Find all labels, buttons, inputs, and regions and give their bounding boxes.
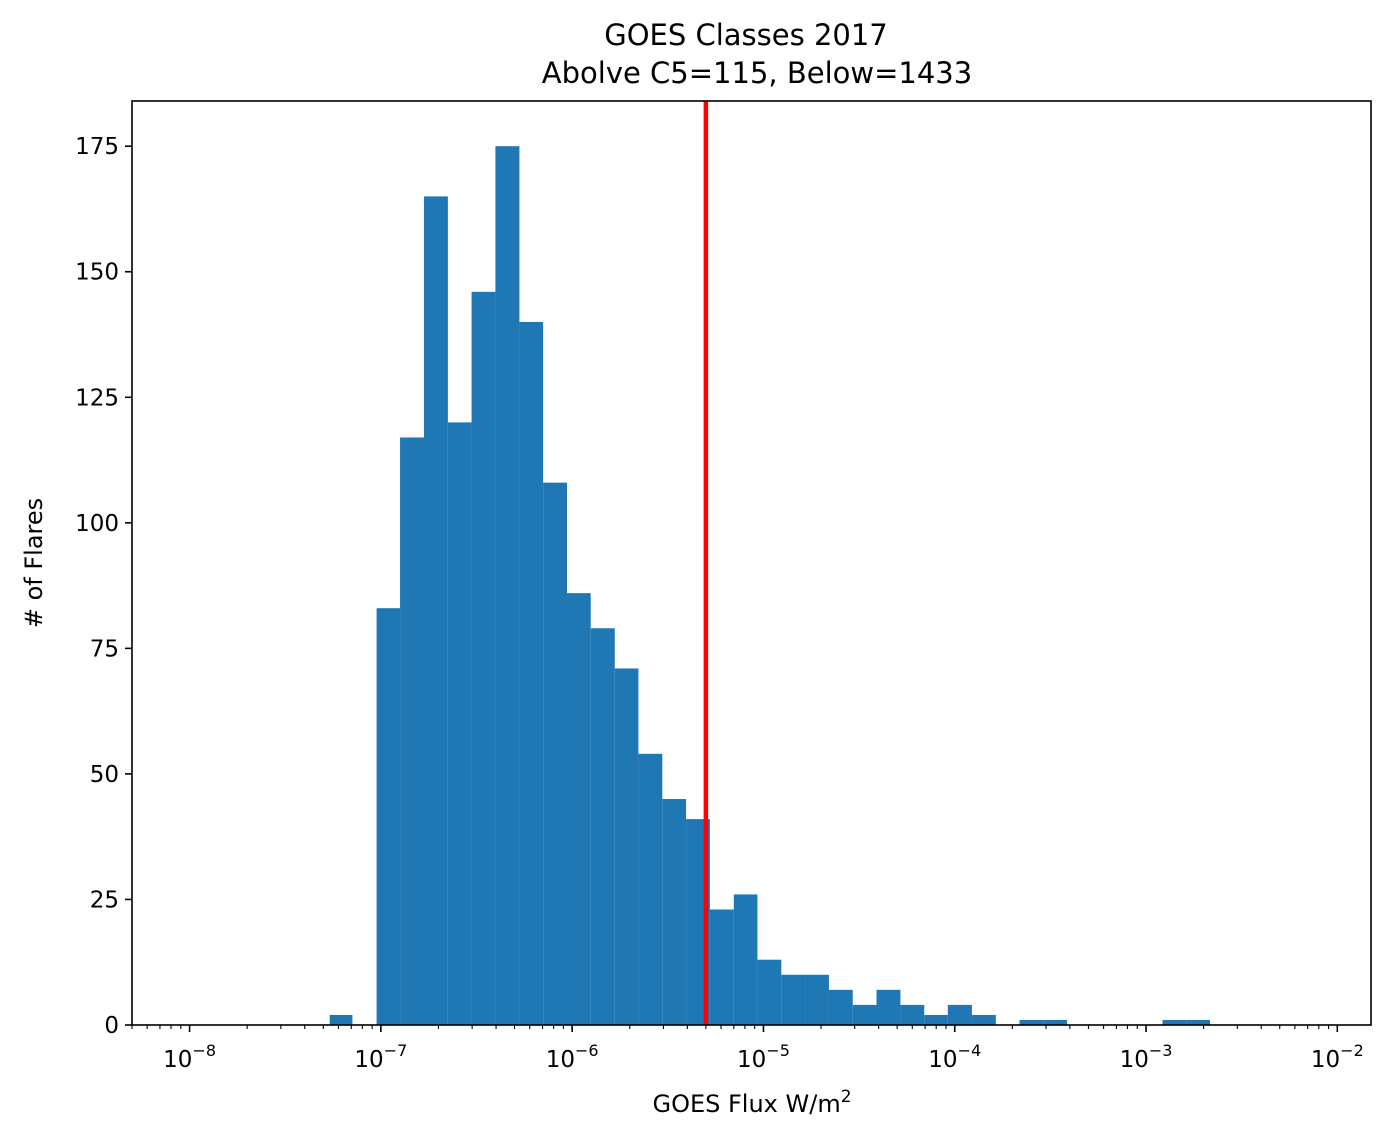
- histogram-bar: [567, 593, 591, 1025]
- histogram-bar: [614, 668, 639, 1025]
- histogram-bar: [900, 1004, 925, 1025]
- chart-subtitle: Abolve C5=115, Below=1433: [542, 56, 972, 90]
- histogram-bar: [709, 909, 734, 1025]
- histogram-bar: [423, 196, 448, 1025]
- histogram-bar: [805, 974, 829, 1025]
- histogram-bar: [924, 1014, 948, 1025]
- x-axis-label-superscript: 2: [841, 1087, 852, 1107]
- histogram-bar: [329, 1014, 353, 1025]
- y-tick-label: 150: [75, 260, 119, 286]
- y-tick-label: 100: [75, 511, 119, 537]
- x-tick-label: 10−6: [546, 1041, 599, 1073]
- histogram-bar: [971, 1014, 996, 1025]
- histogram-bar: [376, 608, 401, 1025]
- histogram-bar: [400, 437, 424, 1026]
- x-tick-label: 10−4: [928, 1041, 981, 1073]
- x-tick-label: 10−2: [1311, 1041, 1364, 1073]
- y-tick-label: 0: [104, 1013, 119, 1039]
- histogram-bar: [733, 894, 758, 1025]
- histogram-bar: [1043, 1019, 1067, 1025]
- histogram-bar: [638, 753, 663, 1025]
- y-tick-label: 75: [90, 636, 119, 662]
- x-axis-label: GOES Flux W/m2: [652, 1087, 851, 1118]
- histogram-bar: [1186, 1019, 1210, 1025]
- x-tick-label: 10−3: [1120, 1041, 1173, 1073]
- histogram-bar: [662, 799, 687, 1025]
- x-tick-label: 10−8: [163, 1041, 216, 1073]
- chart-title: GOES Classes 2017: [604, 18, 888, 52]
- histogram-bar: [543, 482, 568, 1025]
- histogram-bar: [947, 1004, 972, 1025]
- y-tick-label: 25: [90, 887, 119, 913]
- axes-frame: [131, 100, 1372, 1026]
- histogram-bar: [876, 989, 901, 1025]
- histogram-bar: [852, 1004, 877, 1025]
- x-tick-label: 10−7: [354, 1041, 407, 1073]
- histogram-bar: [471, 291, 496, 1026]
- histogram-bar: [828, 989, 853, 1025]
- histogram-bar: [495, 146, 520, 1025]
- y-tick-label: 50: [90, 762, 119, 788]
- plot-area: 0 25 50 75 100 125 150 175 10−8 10−7 10−6 10−5 10−4 1…: [75, 100, 1372, 1073]
- x-axis-label-text: GOES Flux W/m: [652, 1090, 840, 1118]
- histogram-bar: [781, 974, 806, 1025]
- y-tick-label: 125: [75, 385, 119, 411]
- histogram-bar: [1019, 1019, 1044, 1025]
- histogram-bar: [447, 422, 472, 1025]
- histogram-bar: [590, 628, 615, 1025]
- histogram-bar: [519, 321, 544, 1026]
- histogram-bar: [757, 959, 782, 1025]
- x-tick-label: 10−5: [737, 1041, 790, 1073]
- y-tick-label: 175: [75, 134, 119, 160]
- histogram-bar: [1162, 1019, 1187, 1025]
- y-axis-label: # of Flares: [20, 498, 48, 628]
